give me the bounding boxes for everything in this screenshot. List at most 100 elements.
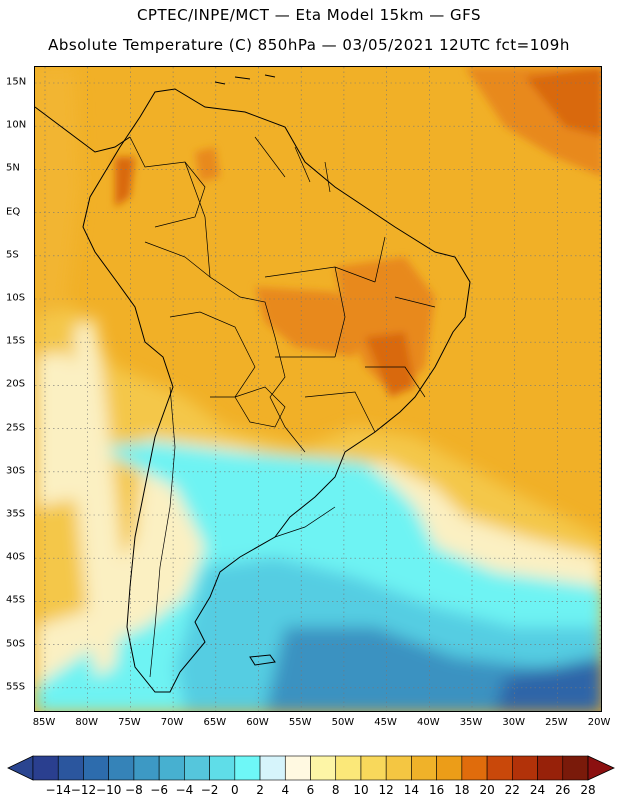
colorbar-tick-label: 2 bbox=[256, 783, 264, 797]
venezuela-hot-spot bbox=[195, 147, 220, 182]
colorbar-tick-label: 16 bbox=[428, 783, 445, 797]
colorbar-max-arrow bbox=[587, 755, 615, 781]
border-colombia-venezuela bbox=[129, 136, 206, 228]
colorbar-swatch bbox=[562, 755, 589, 781]
lon-label-45w: 45W bbox=[374, 717, 397, 728]
border-guianas bbox=[254, 136, 331, 193]
border-argentina-chile bbox=[149, 386, 176, 678]
lat-label-35s: 35S bbox=[6, 508, 26, 520]
colorbar-swatch bbox=[360, 755, 387, 781]
lat-label-55s: 55S bbox=[6, 681, 26, 693]
map-panel bbox=[34, 66, 602, 712]
lon-label-25w: 25W bbox=[545, 717, 568, 728]
colorbar-tick-label: −8 bbox=[125, 783, 143, 797]
lat-label-15n: 15N bbox=[6, 76, 27, 88]
colorbar-swatch bbox=[335, 755, 362, 781]
colorbar-swatch bbox=[133, 755, 160, 781]
central-brazil-hot-zone bbox=[255, 287, 365, 357]
colorbar-tick-label: 8 bbox=[331, 783, 340, 797]
lon-label-75w: 75W bbox=[118, 717, 141, 728]
map-subtitle: Absolute Temperature (C) 850hPa — 03/05/… bbox=[48, 36, 570, 54]
colorbar-min-arrow bbox=[7, 755, 34, 781]
central-america bbox=[35, 106, 131, 153]
colorbar-tick-label: −14 bbox=[45, 783, 71, 797]
colorbar-swatch bbox=[512, 755, 538, 781]
lon-label-80w: 80W bbox=[75, 717, 98, 728]
lat-label-25s: 25S bbox=[6, 422, 26, 434]
deep-cold-core bbox=[495, 657, 601, 711]
colorbar-tick-label: 0 bbox=[230, 783, 239, 797]
colorbar-tick-label: −4 bbox=[175, 783, 194, 797]
lon-label-55w: 55W bbox=[288, 717, 312, 728]
colorbar-tick-label: −2 bbox=[200, 783, 219, 797]
colorbar-swatch bbox=[284, 755, 311, 781]
colorbar-tick-label: 14 bbox=[403, 783, 420, 797]
lon-label-40w: 40W bbox=[416, 717, 440, 728]
lat-label-30s: 30S bbox=[6, 465, 26, 477]
colorbar-swatch bbox=[234, 755, 261, 781]
lat-label-50s: 50S bbox=[6, 638, 26, 650]
andes-cool-strip bbox=[75, 317, 125, 677]
lat-label-40s: 40S bbox=[6, 551, 26, 563]
lat-label-5s: 5S bbox=[6, 249, 19, 261]
colorbar-swatch bbox=[461, 755, 488, 781]
temperature-map bbox=[35, 67, 601, 711]
colorbar bbox=[7, 755, 615, 781]
lat-label-15s: 15S bbox=[6, 335, 26, 347]
colorbar-tick-label: 12 bbox=[378, 783, 394, 797]
country-borders bbox=[129, 136, 436, 678]
colorbar-swatch bbox=[411, 755, 437, 781]
border-paraguay bbox=[234, 386, 286, 428]
lat-label-5n: 5N bbox=[6, 162, 20, 174]
colorbar-swatch bbox=[209, 755, 236, 781]
colorbar-swatch bbox=[158, 755, 185, 781]
colorbar-tick-label: 6 bbox=[306, 783, 315, 797]
colorbar-tick-label: 22 bbox=[504, 783, 520, 797]
colorbar-swatch bbox=[184, 755, 210, 781]
colorbar-swatch bbox=[537, 755, 564, 781]
colorbar-tick-label: 26 bbox=[555, 783, 571, 797]
lat-label-eq: EQ bbox=[6, 206, 21, 218]
lon-label-35w: 35W bbox=[459, 717, 483, 728]
colorbar-tick-label: 10 bbox=[353, 783, 369, 797]
hot-core-minas bbox=[365, 332, 415, 397]
colorbar-tick-label: −6 bbox=[150, 783, 168, 797]
colorbar-tick-label: 20 bbox=[479, 783, 495, 797]
lon-label-50w: 50W bbox=[331, 717, 355, 728]
lat-label-20s: 20S bbox=[6, 378, 26, 390]
caribbean-islands bbox=[214, 74, 276, 85]
lat-label-10n: 10N bbox=[6, 119, 27, 131]
coastlines bbox=[35, 74, 471, 693]
colorbar-tick-label: 4 bbox=[281, 783, 290, 797]
colorbar-tick-label: 24 bbox=[529, 783, 546, 797]
colorbar-swatch bbox=[32, 755, 59, 781]
lat-label-45s: 45S bbox=[6, 594, 26, 606]
lon-label-85w: 85W bbox=[32, 717, 56, 728]
colorbar-swatch bbox=[385, 755, 412, 781]
lon-label-65w: 65W bbox=[203, 717, 227, 728]
uruguay-border bbox=[274, 506, 336, 538]
colorbar-swatch bbox=[57, 755, 84, 781]
colorbar-swatch bbox=[310, 755, 337, 781]
colorbar-swatch bbox=[83, 755, 109, 781]
lat-label-10s: 10S bbox=[6, 292, 26, 304]
lon-label-30w: 30W bbox=[502, 717, 525, 728]
south-america-coastline bbox=[82, 88, 471, 693]
colorbar-tick-label: −10 bbox=[96, 783, 122, 797]
map-title: CPTEC/INPE/MCT — Eta Model 15km — GFS bbox=[136, 6, 482, 24]
lon-label-70w: 70W bbox=[160, 717, 184, 728]
north-atlantic-hot-core bbox=[525, 67, 601, 137]
brazil-states bbox=[264, 236, 436, 433]
colorbar-swatch bbox=[108, 755, 135, 781]
lon-label-20w: 20W bbox=[587, 717, 611, 728]
colorbar-swatch bbox=[259, 755, 286, 781]
colorbar-swatch bbox=[486, 755, 513, 781]
border-brazil-west bbox=[184, 161, 306, 453]
lon-label-60w: 60W bbox=[246, 717, 269, 728]
falklands bbox=[249, 654, 276, 666]
colorbar-tick-label: 18 bbox=[454, 783, 470, 797]
colorbar-tick-label: −12 bbox=[70, 783, 97, 797]
border-peru-bolivia bbox=[144, 241, 256, 398]
colorbar-swatch bbox=[436, 755, 463, 781]
colorbar-tick-label: 28 bbox=[580, 783, 596, 797]
